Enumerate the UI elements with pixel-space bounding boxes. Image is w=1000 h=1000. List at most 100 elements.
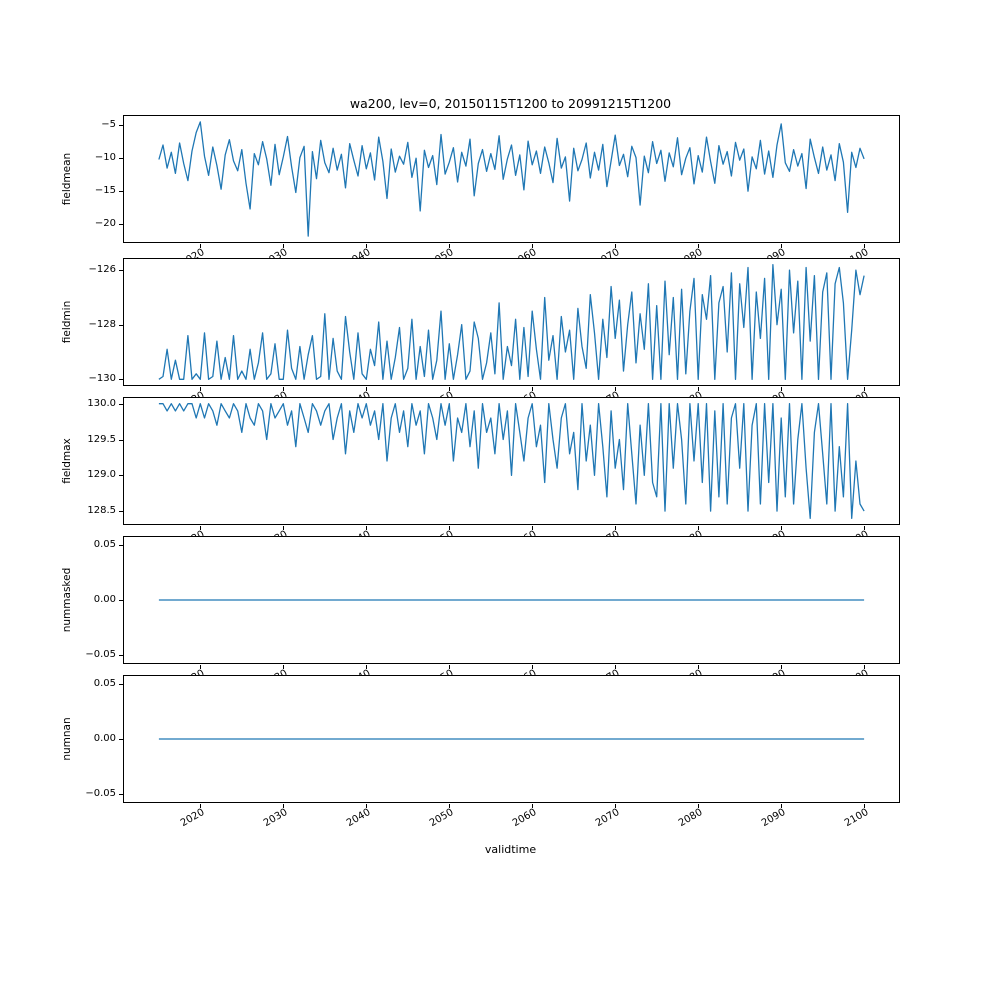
x-tick-mark [864,244,865,248]
y-tick-label: −10 [94,152,116,163]
y-tick-mark [119,475,123,476]
y-tick-label: 0.00 [93,733,116,744]
x-tick-mark [283,526,284,530]
x-tick-label: 2060 [510,806,538,830]
x-tick-mark [283,804,284,808]
x-tick-mark [698,387,699,391]
y-tick-mark [119,545,123,546]
y-tick-mark [119,158,123,159]
y-tick-label: 128.5 [87,505,116,516]
x-tick-mark [864,665,865,669]
series-path-fieldmin [158,264,865,380]
x-tick-label: 2020 [178,806,206,830]
y-axis-label-fieldmax: fieldmax [61,438,73,484]
y-tick-label: −126 [88,264,116,275]
x-tick-mark [615,526,616,530]
y-tick-label: −15 [94,185,116,196]
x-tick-mark [864,387,865,391]
x-tick-mark [532,804,533,808]
subplot-fieldmean: −5−10−15−2020202030204020502060207020802… [61,115,900,269]
x-tick-label: 2050 [427,806,455,830]
x-tick-mark [698,244,699,248]
x-tick-label: 2040 [344,806,372,830]
x-tick-mark [781,526,782,530]
y-tick-mark [119,270,123,271]
x-tick-mark [449,526,450,530]
y-tick-mark [119,440,123,441]
x-tick-mark [200,665,201,669]
x-tick-mark [615,244,616,248]
y-tick-label: 0.00 [93,594,116,605]
x-tick-mark [283,387,284,391]
x-tick-mark [449,665,450,669]
x-tick-mark [200,804,201,808]
x-tick-mark [366,387,367,391]
subplot-fieldmax: 130.0129.5129.0128.520202030204020502060… [61,397,900,551]
x-tick-mark [781,665,782,669]
x-tick-mark [283,244,284,248]
x-tick-mark [615,387,616,391]
y-tick-mark [119,739,123,740]
y-tick-mark [119,794,123,795]
x-tick-mark [283,665,284,669]
x-tick-mark [532,526,533,530]
line-series-numnan [158,738,865,740]
x-tick-mark [532,387,533,391]
y-tick-label: 129.0 [87,469,116,480]
x-tick-mark [366,665,367,669]
x-tick-mark [532,665,533,669]
x-tick-mark [698,665,699,669]
y-tick-label: 0.05 [93,678,116,689]
y-tick-mark [119,655,123,656]
subplot-nummasked: 0.050.00−0.05202020302040205020602070208… [61,536,900,690]
x-tick-mark [615,804,616,808]
subplot-numnan: 0.05 0.00 −0.05 2020 2030 2040 2050 2060 2070 208… [61,675,900,829]
x-tick-mark [200,526,201,530]
x-tick-label: 2030 [261,806,289,830]
x-tick-mark [366,244,367,248]
subplot-fieldmin: −126−128−1302020203020402050206020702080… [61,258,900,412]
x-tick-mark [200,387,201,391]
y-axis-label-fieldmean: fieldmean [61,152,73,206]
y-tick-label: −0.05 [85,649,116,660]
y-tick-mark [119,191,123,192]
x-tick-mark [781,244,782,248]
series-path-fieldmax [158,403,865,519]
x-tick-mark [864,804,865,808]
y-tick-mark [119,511,123,512]
x-tick-mark [864,526,865,530]
y-tick-label: 130.0 [87,398,116,409]
figure-title: wa200, lev=0, 20150115T1200 to 20991215T… [349,96,672,111]
y-tick-mark [119,325,123,326]
x-tick-mark [200,244,201,248]
y-tick-mark [119,125,123,126]
x-tick-mark [615,665,616,669]
y-tick-mark [119,379,123,380]
y-tick-mark [119,224,123,225]
y-tick-label: −20 [94,218,116,229]
y-axis-label-numnan: numnan [61,717,73,761]
x-tick-label: 2100 [842,806,870,830]
line-series-fieldmax [158,403,865,519]
series-path-fieldmean [158,121,865,237]
x-axis-label: validtime [484,843,537,856]
x-tick-mark [449,804,450,808]
x-tick-label: 2090 [759,806,787,830]
line-series-fieldmean [158,121,865,237]
x-tick-mark [449,387,450,391]
line-series-fieldmin [158,264,865,380]
x-tick-mark [698,804,699,808]
y-axis-label-nummasked: nummasked [61,567,73,633]
y-tick-label: 129.5 [87,434,116,445]
y-tick-mark [119,684,123,685]
y-tick-label: −130 [88,373,116,384]
y-tick-label: 0.05 [93,539,116,550]
y-tick-label: −5 [101,119,116,130]
x-tick-mark [366,526,367,530]
x-tick-label: 2080 [676,806,704,830]
x-tick-mark [781,804,782,808]
x-tick-mark [449,244,450,248]
x-tick-mark [698,526,699,530]
line-series-nummasked [158,599,865,601]
